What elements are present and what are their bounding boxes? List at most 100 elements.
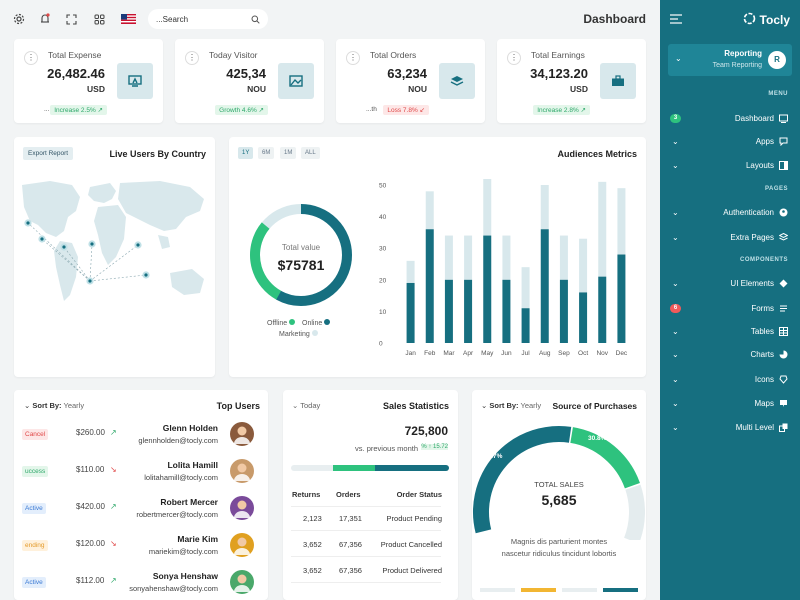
avatar[interactable] — [230, 496, 254, 520]
kebab-menu-icon[interactable]: ⋮ — [24, 51, 38, 65]
sales-statistics-title: Sales Statistics — [382, 401, 449, 411]
purchases-sort-label: Sort By: — [489, 401, 519, 410]
x-tick-label: Jan — [405, 350, 416, 357]
sidebar: Tocly ⌄ Reporting Team Reporting R MENU … — [660, 0, 800, 600]
search-input[interactable] — [156, 14, 246, 24]
bar-secondary-jul[interactable] — [521, 267, 530, 309]
today-dropdown[interactable]: ⌄ Today — [292, 401, 320, 410]
brand-logo[interactable]: Tocly — [743, 12, 790, 28]
bar-primary-mar[interactable] — [444, 279, 453, 343]
sidebar-item-forms[interactable]: 6 Forms — [660, 301, 800, 317]
apps-grid-icon[interactable] — [92, 12, 106, 26]
bar-primary-may[interactable] — [483, 235, 492, 343]
bar-secondary-dec[interactable] — [617, 188, 626, 255]
x-tick-label: Sep — [558, 350, 570, 357]
bar-primary-apr[interactable] — [464, 279, 473, 343]
bar-primary-sep[interactable] — [559, 279, 568, 343]
bar-secondary-jun[interactable] — [502, 235, 511, 280]
sidebar-item-icons[interactable]: ⌄ Icons — [660, 372, 800, 388]
stat-trend-badge: Loss 7.8% ↙ — [383, 105, 429, 115]
bar-secondary-aug[interactable] — [540, 185, 549, 230]
reporting-team-switcher[interactable]: ⌄ Reporting Team Reporting R — [668, 44, 792, 76]
us-flag-icon[interactable] — [120, 12, 136, 26]
bar-primary-feb[interactable] — [425, 229, 434, 343]
trend-down-icon: ↘ — [110, 539, 117, 548]
sidebar-item-apps[interactable]: ⌄ Apps — [660, 134, 800, 150]
bar-secondary-sep[interactable] — [559, 235, 568, 280]
chevron-down-icon: ⌄ — [672, 137, 679, 146]
bar-primary-nov[interactable] — [598, 276, 607, 343]
purchases-sort-dropdown[interactable]: ⌄ Sort By: Yearly — [481, 401, 541, 410]
range-pill-6m[interactable]: 6M — [258, 147, 275, 159]
search-icon[interactable] — [251, 15, 260, 24]
kebab-menu-icon[interactable]: ⋮ — [507, 51, 521, 65]
kebab-menu-icon[interactable]: ⋮ — [185, 51, 199, 65]
table-row[interactable]: ending $120.00 ↘ Marie Kim mariekim@tocl… — [14, 527, 268, 564]
legend-marketing[interactable]: Marketing — [279, 330, 318, 338]
bar-primary-dec[interactable] — [617, 254, 626, 343]
table-row[interactable]: Active $420.00 ↗ Robert Mercer robertmer… — [14, 490, 268, 527]
x-tick-label: May — [481, 350, 494, 357]
sort-by-dropdown[interactable]: ⌄ Sort By: Yearly — [24, 401, 84, 410]
sidebar-item-multi-level[interactable]: ⌄ Multi Level — [660, 420, 800, 436]
chevron-down-icon: ⌄ — [481, 401, 488, 410]
range-pill-1y[interactable]: 1Y — [238, 147, 254, 159]
table-row[interactable]: Cancel $260.00 ↗ Glenn Holden glennholde… — [14, 416, 268, 453]
range-pill-all[interactable]: ALL — [301, 147, 320, 159]
bar-primary-jan[interactable] — [406, 282, 415, 343]
legend-offline[interactable]: Offline — [267, 319, 296, 327]
bar-secondary-jan[interactable] — [406, 260, 415, 283]
bar-secondary-oct[interactable] — [579, 238, 588, 293]
fullscreen-icon[interactable] — [64, 12, 78, 26]
avatar[interactable] — [230, 459, 254, 483]
user-name: Lolita Hamill — [167, 460, 218, 470]
world-map[interactable] — [20, 177, 212, 337]
previous-month-label: vs. previous month — [355, 444, 418, 453]
gauge-gray-arc — [623, 484, 645, 540]
layouts-icon — [779, 161, 788, 170]
sidebar-item-layouts[interactable]: ⌄ Layouts — [660, 158, 800, 174]
sidebar-item-authentication[interactable]: ⌄ Authentication — [660, 205, 800, 221]
bar-secondary-mar[interactable] — [444, 235, 453, 280]
sidebar-item-extra-pages[interactable]: ⌄ Extra Pages — [660, 230, 800, 246]
amount: $110.00 — [76, 465, 105, 474]
bar-primary-aug[interactable] — [540, 229, 549, 343]
table-row[interactable]: Active $112.00 ↗ Sonya Henshaw sonyahens… — [14, 564, 268, 600]
sidebar-item-tables[interactable]: ⌄ Tables — [660, 324, 800, 340]
sidebar-item-maps[interactable]: ⌄ Maps — [660, 396, 800, 412]
range-pill-1m[interactable]: 1M — [280, 147, 297, 159]
bell-icon[interactable] — [38, 12, 52, 26]
avatar[interactable] — [230, 570, 254, 594]
total-sales-label: TOTAL SALES — [534, 480, 584, 489]
sidebar-item-charts[interactable]: ⌄ Charts — [660, 347, 800, 363]
order-status-cell: Product Delivered — [382, 566, 442, 575]
bar-secondary-apr[interactable] — [464, 235, 473, 280]
bar-primary-jul[interactable] — [521, 308, 530, 343]
gear-icon[interactable] — [12, 12, 26, 26]
bar-primary-jun[interactable] — [502, 279, 511, 343]
menu-toggle-icon[interactable] — [670, 14, 682, 24]
extra-pages-icon — [778, 232, 789, 242]
legend-online[interactable]: Online — [302, 319, 331, 327]
avatar[interactable] — [230, 422, 254, 446]
stat-unit: NOU — [408, 84, 427, 94]
bar-secondary-nov[interactable] — [598, 181, 607, 277]
bar-primary-oct[interactable] — [579, 292, 588, 343]
sidebar-item-dashboard[interactable]: 3 Dashboard — [660, 111, 800, 127]
sidebar-item-ui-elements[interactable]: ⌄ UI Elements — [660, 276, 800, 292]
bar-secondary-may[interactable] — [483, 179, 492, 236]
bar-secondary-feb[interactable] — [425, 191, 434, 230]
user-email: glennholden@tocly.com — [138, 436, 218, 445]
audience-bar-chart[interactable]: 0 10 20 30 40 50 Jan Feb Mar Apr May Jun Jul Aug Sep Oc… — [379, 179, 639, 367]
today-label: Today — [300, 401, 321, 410]
legend-online-dot — [324, 319, 331, 325]
export-report-button[interactable]: Export Report — [23, 147, 74, 160]
avatar[interactable] — [230, 533, 254, 557]
total-value-donut[interactable] — [247, 201, 355, 309]
table-row[interactable]: uccess $110.00 ↘ Lolita Hamill lolitaham… — [14, 453, 268, 490]
authentication-icon — [779, 208, 788, 217]
purchases-gauge[interactable] — [472, 420, 646, 540]
kebab-menu-icon[interactable]: ⋮ — [346, 51, 360, 65]
chevron-down-icon: ⌄ — [672, 350, 679, 359]
purchases-description: Magnis dis parturient montes nascetur ri… — [501, 537, 617, 558]
